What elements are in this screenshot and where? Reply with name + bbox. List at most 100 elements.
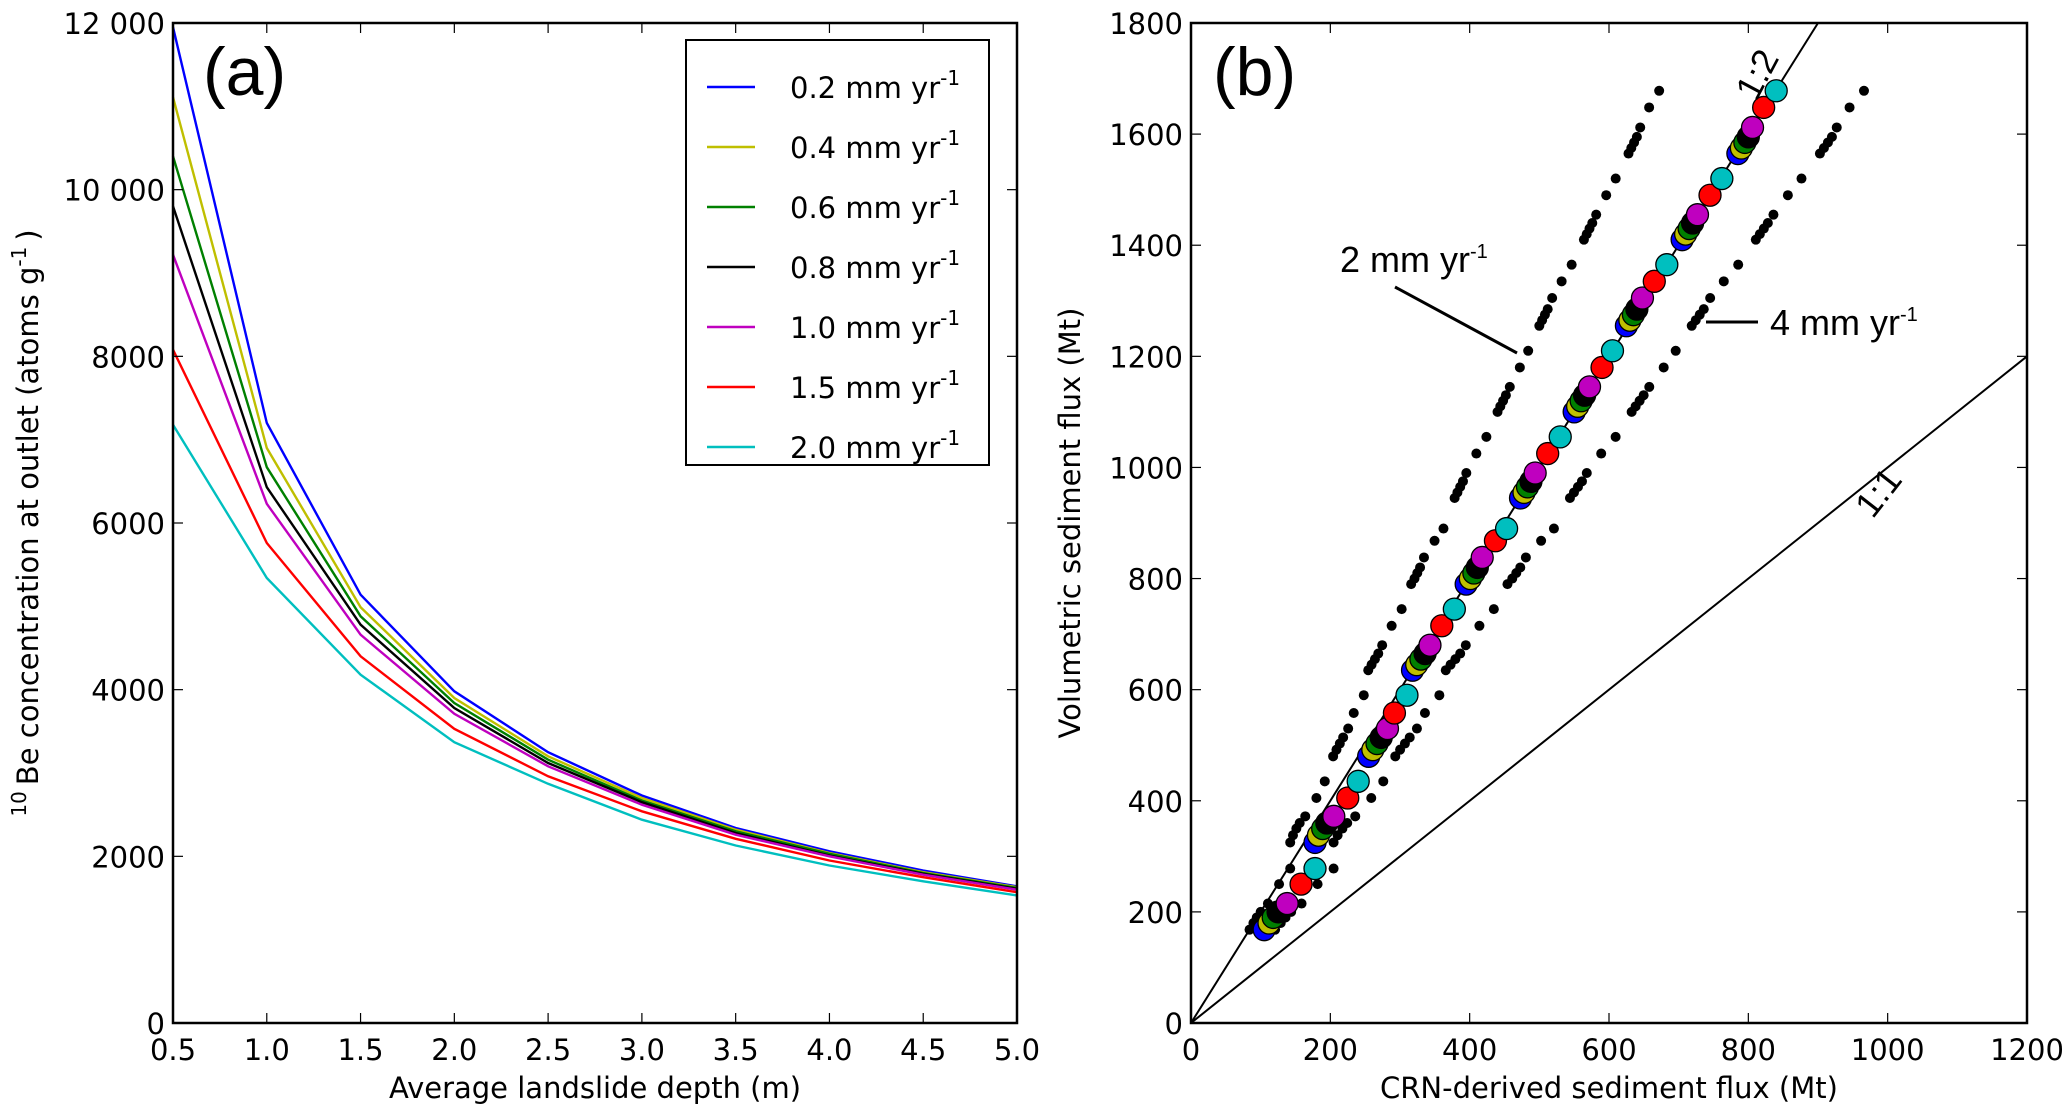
b-point-series-6 <box>1395 683 1419 707</box>
a-x-tick-label: 2.0 <box>431 1033 477 1067</box>
b-black-dot <box>1520 552 1531 563</box>
b-y-ticks: 0 200 400 600 800 1000 1200 1400 1600 1800 <box>1109 7 2027 1041</box>
b-black-dot <box>1377 640 1388 651</box>
b-point-series-5 <box>1430 614 1454 638</box>
a-legend: 0.2 mm yr-1 0.4 mm yr-1 0.6 mm yr-1 0.8 mm … <box>685 39 990 466</box>
b-point-series-6 <box>1303 856 1327 881</box>
b-black-dot <box>1319 776 1330 787</box>
b-black-dot <box>1300 811 1311 822</box>
b-black-dot <box>1342 818 1353 828</box>
a-panel-label: (a) <box>203 34 286 110</box>
a-x-tick-label: 4.0 <box>806 1033 852 1067</box>
a-series-line-2 <box>171 155 1018 890</box>
a-series-line-5 <box>171 349 1018 894</box>
b-black-dot <box>1610 173 1621 184</box>
b-x-tick-label: 1000 <box>1851 1033 1925 1067</box>
a-legend-label: 1.0 mm yr-1 <box>790 306 960 345</box>
b-black-dot <box>1548 523 1559 534</box>
b-black-dot <box>1556 276 1567 287</box>
b-black-dot <box>1343 723 1354 734</box>
b-x-tick-label: 0 <box>1182 1033 1200 1067</box>
b-point-series-4 <box>1523 461 1547 485</box>
a-y-tick-label: 10 000 <box>64 174 165 208</box>
annot-2mm-text: 2 mm yr <box>1340 239 1470 280</box>
b-black-dot <box>1858 85 1869 96</box>
b-point-series-6 <box>1600 339 1625 363</box>
b-black-dot <box>1438 523 1449 534</box>
b-black-dot <box>1296 898 1307 909</box>
a-series-lines <box>171 26 1018 897</box>
b-black-dot <box>1373 648 1384 659</box>
a-legend-label: 2.0 mm yr-1 <box>790 426 960 465</box>
b-black-dot <box>1366 793 1377 803</box>
b-point-series-5 <box>1590 355 1614 380</box>
a-series-line-6 <box>171 424 1018 897</box>
b-black-dot <box>1591 209 1602 220</box>
b-reference-line-1to1 <box>1190 355 2028 1024</box>
annot-2mm-sup: -1 <box>1470 241 1488 263</box>
b-point-series-6 <box>1548 425 1572 449</box>
b-black-dot <box>1274 879 1285 890</box>
b-black-dot <box>1488 604 1499 615</box>
b-black-dot <box>1350 811 1361 822</box>
b-y-tick-label: 1000 <box>1109 451 1183 485</box>
b-point-series-5 <box>1336 786 1360 810</box>
b-point-series-5 <box>1642 269 1666 293</box>
b-black-dot <box>1596 448 1607 459</box>
b-point-series-4 <box>1630 286 1655 310</box>
b-black-dot <box>1610 431 1621 442</box>
b-x-tick-label: 400 <box>1442 1033 1497 1067</box>
b-point-series-5 <box>1289 872 1313 896</box>
a-series-line-0 <box>171 26 1018 888</box>
a-legend-label: 0.8 mm yr-1 <box>790 246 960 285</box>
b-point-series-6 <box>1346 769 1370 793</box>
b-black-dot <box>1460 640 1471 651</box>
b-point-series-5 <box>1752 95 1776 120</box>
b-black-dot <box>1500 390 1511 401</box>
b-black-dot <box>1311 793 1322 803</box>
b-y-tick-label: 400 <box>1128 785 1183 819</box>
b-point-series-4 <box>1577 375 1602 399</box>
annot-4mm-label: 4 mm yr-1 <box>1770 302 1918 343</box>
b-point-series-4 <box>1740 115 1765 140</box>
a-y-axis-label: 10 Be concentration at outlet (atoms g-1) <box>7 229 45 816</box>
a-x-tick-label: 2.5 <box>525 1033 571 1067</box>
b-point-series-6 <box>1710 166 1734 191</box>
a-legend-frame <box>685 39 990 466</box>
a-x-tick-label: 1.0 <box>244 1033 290 1067</box>
b-y-tick-label: 1600 <box>1109 118 1183 152</box>
b-black-dot <box>1429 535 1440 546</box>
a-x-tick-label: 0.5 <box>150 1033 196 1067</box>
b-black-dot <box>1378 776 1389 787</box>
a-ylabel-pre-sup: 10 <box>7 791 31 816</box>
b-black-dot <box>1536 535 1547 546</box>
b-black-dot <box>1285 863 1296 874</box>
b-black-dot <box>1461 468 1472 478</box>
b-black-dot <box>1733 259 1744 270</box>
b-black-dot <box>1504 381 1515 392</box>
b-black-dot <box>1796 173 1807 184</box>
b-point-series-6 <box>1442 597 1466 621</box>
b-point-series-5 <box>1698 183 1722 207</box>
a-x-axis-label: Average landslide depth (m) <box>389 1071 801 1105</box>
a-legend-label: 0.2 mm yr-1 <box>790 66 960 105</box>
b-y-tick-label: 800 <box>1128 563 1183 597</box>
b-x-tick-label: 1200 <box>1990 1033 2064 1067</box>
b-point-series-6 <box>1655 253 1679 277</box>
b-x-ticks: 0 200 400 600 800 1000 1200 <box>1182 23 2064 1067</box>
b-black-dot <box>1762 218 1773 228</box>
annot-4mm-sup: -1 <box>1900 304 1918 326</box>
b-black-dot <box>1635 122 1646 133</box>
a-x-tick-label: 1.5 <box>337 1033 383 1067</box>
b-annot-1to1: 1:1 <box>1847 460 1910 525</box>
b-black-dot <box>1601 190 1612 201</box>
b-black-dot <box>1358 690 1369 701</box>
svg-text:10Be concentration at outlet (: 10 Be concentration at outlet (atoms g-1) <box>7 229 45 816</box>
b-black-dot <box>1338 732 1349 743</box>
a-ylabel-sup: -1 <box>7 247 31 267</box>
b-black-dot <box>1705 293 1716 303</box>
b-black-dot <box>1826 131 1837 142</box>
a-legend-label: 0.4 mm yr-1 <box>790 126 960 165</box>
a-ylabel-text: Be concentration at outlet (atoms g <box>11 267 45 786</box>
b-black-dot <box>1831 122 1842 133</box>
